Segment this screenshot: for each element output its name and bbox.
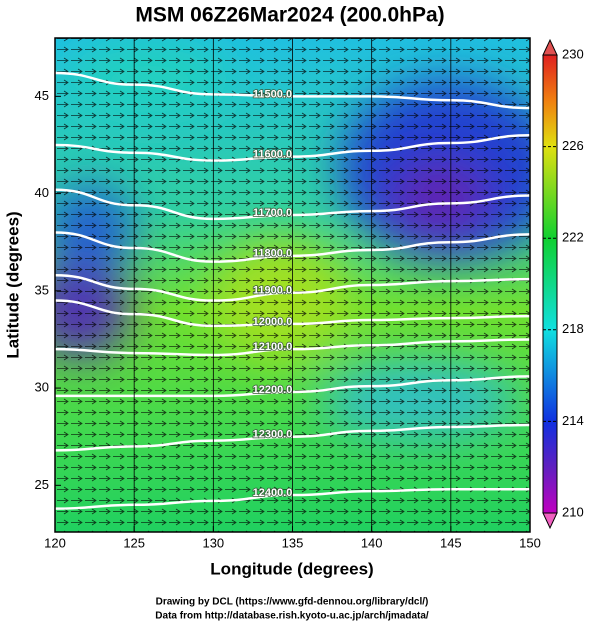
contour-label: 12000.0 xyxy=(253,316,293,328)
y-tick-label: 25 xyxy=(35,477,49,492)
contour-label: 11600.0 xyxy=(253,149,292,161)
credit: Drawing by DCL (https://www.gfd-dennou.o… xyxy=(156,597,429,608)
x-axis-label: Longitude (degrees) xyxy=(210,559,373,578)
x-tick-label: 120 xyxy=(44,535,66,550)
contour-label: 12200.0 xyxy=(253,384,293,396)
colorbar-tick-label: 230 xyxy=(562,46,584,61)
contour-label: 12400.0 xyxy=(253,487,293,499)
y-tick-label: 35 xyxy=(35,282,49,297)
colorbar-tick-label: 218 xyxy=(562,321,584,336)
contour-label: 11900.0 xyxy=(253,285,292,297)
x-tick-label: 135 xyxy=(282,535,304,550)
y-tick-label: 45 xyxy=(35,88,49,103)
x-tick-label: 130 xyxy=(202,535,224,550)
contour-label: 11800.0 xyxy=(253,248,292,260)
field xyxy=(55,38,530,532)
y-tick-label: 40 xyxy=(35,185,49,200)
colorbar-tick-label: 210 xyxy=(562,504,584,519)
x-tick-label: 150 xyxy=(519,535,541,550)
contour-label: 11700.0 xyxy=(253,207,292,219)
colorbar-min-arrow xyxy=(542,512,558,530)
colorbar xyxy=(542,54,558,514)
y-tick-label: 30 xyxy=(35,380,49,395)
colorbar-tick-label: 214 xyxy=(562,413,584,428)
colorbar-tick-label: 222 xyxy=(562,230,584,245)
contour-label: 11500.0 xyxy=(253,88,292,100)
contour-label: 12300.0 xyxy=(253,429,293,441)
x-tick-label: 145 xyxy=(440,535,462,550)
title: MSM 06Z26Mar2024 (200.0hPa) xyxy=(135,4,444,27)
x-tick-label: 125 xyxy=(123,535,145,550)
y-axis-label: Latitude (degrees) xyxy=(3,211,22,358)
colorbar-max-arrow xyxy=(542,38,558,56)
contour-label: 12100.0 xyxy=(253,341,293,353)
x-tick-label: 140 xyxy=(361,535,383,550)
credit: Data from http://database.rish.kyoto-u.a… xyxy=(155,611,429,622)
colorbar-tick-label: 226 xyxy=(562,138,584,153)
